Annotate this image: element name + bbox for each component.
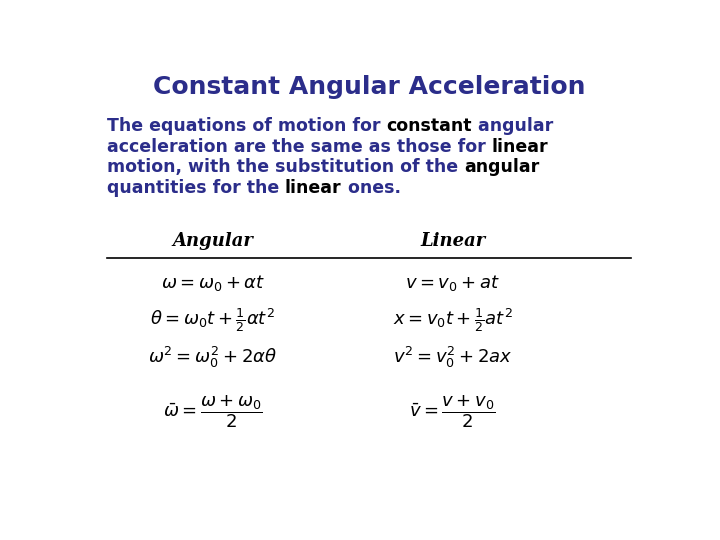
- Text: $v^2 = v_0^2 + 2ax$: $v^2 = v_0^2 + 2ax$: [393, 346, 513, 370]
- Text: Angular: Angular: [172, 232, 253, 250]
- Text: acceleration are the same as those for: acceleration are the same as those for: [107, 138, 492, 156]
- Text: linear: linear: [285, 179, 341, 197]
- Text: angular: angular: [472, 117, 553, 135]
- Text: constant: constant: [386, 117, 472, 135]
- Text: $x = v_0 t + \frac{1}{2}at^2$: $x = v_0 t + \frac{1}{2}at^2$: [392, 307, 513, 334]
- Text: ones.: ones.: [341, 179, 400, 197]
- Text: $\omega = \omega_0 + \alpha t$: $\omega = \omega_0 + \alpha t$: [161, 273, 265, 293]
- Text: $\bar{\omega} = \dfrac{\omega + \omega_0}{2}$: $\bar{\omega} = \dfrac{\omega + \omega_0…: [163, 394, 263, 430]
- Text: Linear: Linear: [420, 232, 485, 250]
- Text: $\omega^2 = \omega_0^2 + 2\alpha\theta$: $\omega^2 = \omega_0^2 + 2\alpha\theta$: [148, 346, 277, 370]
- Text: motion, with the substitution of the: motion, with the substitution of the: [107, 158, 464, 177]
- Text: $v = v_0 + at$: $v = v_0 + at$: [405, 273, 500, 293]
- Text: The equations of motion for: The equations of motion for: [107, 117, 386, 135]
- Text: quantities for the: quantities for the: [107, 179, 285, 197]
- Text: $\bar{v} = \dfrac{v + v_0}{2}$: $\bar{v} = \dfrac{v + v_0}{2}$: [410, 394, 496, 430]
- Text: Constant Angular Acceleration: Constant Angular Acceleration: [153, 75, 585, 99]
- Text: $\theta = \omega_0 t + \frac{1}{2}\alpha t^2$: $\theta = \omega_0 t + \frac{1}{2}\alpha…: [150, 307, 275, 334]
- Text: linear: linear: [492, 138, 548, 156]
- Text: angular: angular: [464, 158, 539, 177]
